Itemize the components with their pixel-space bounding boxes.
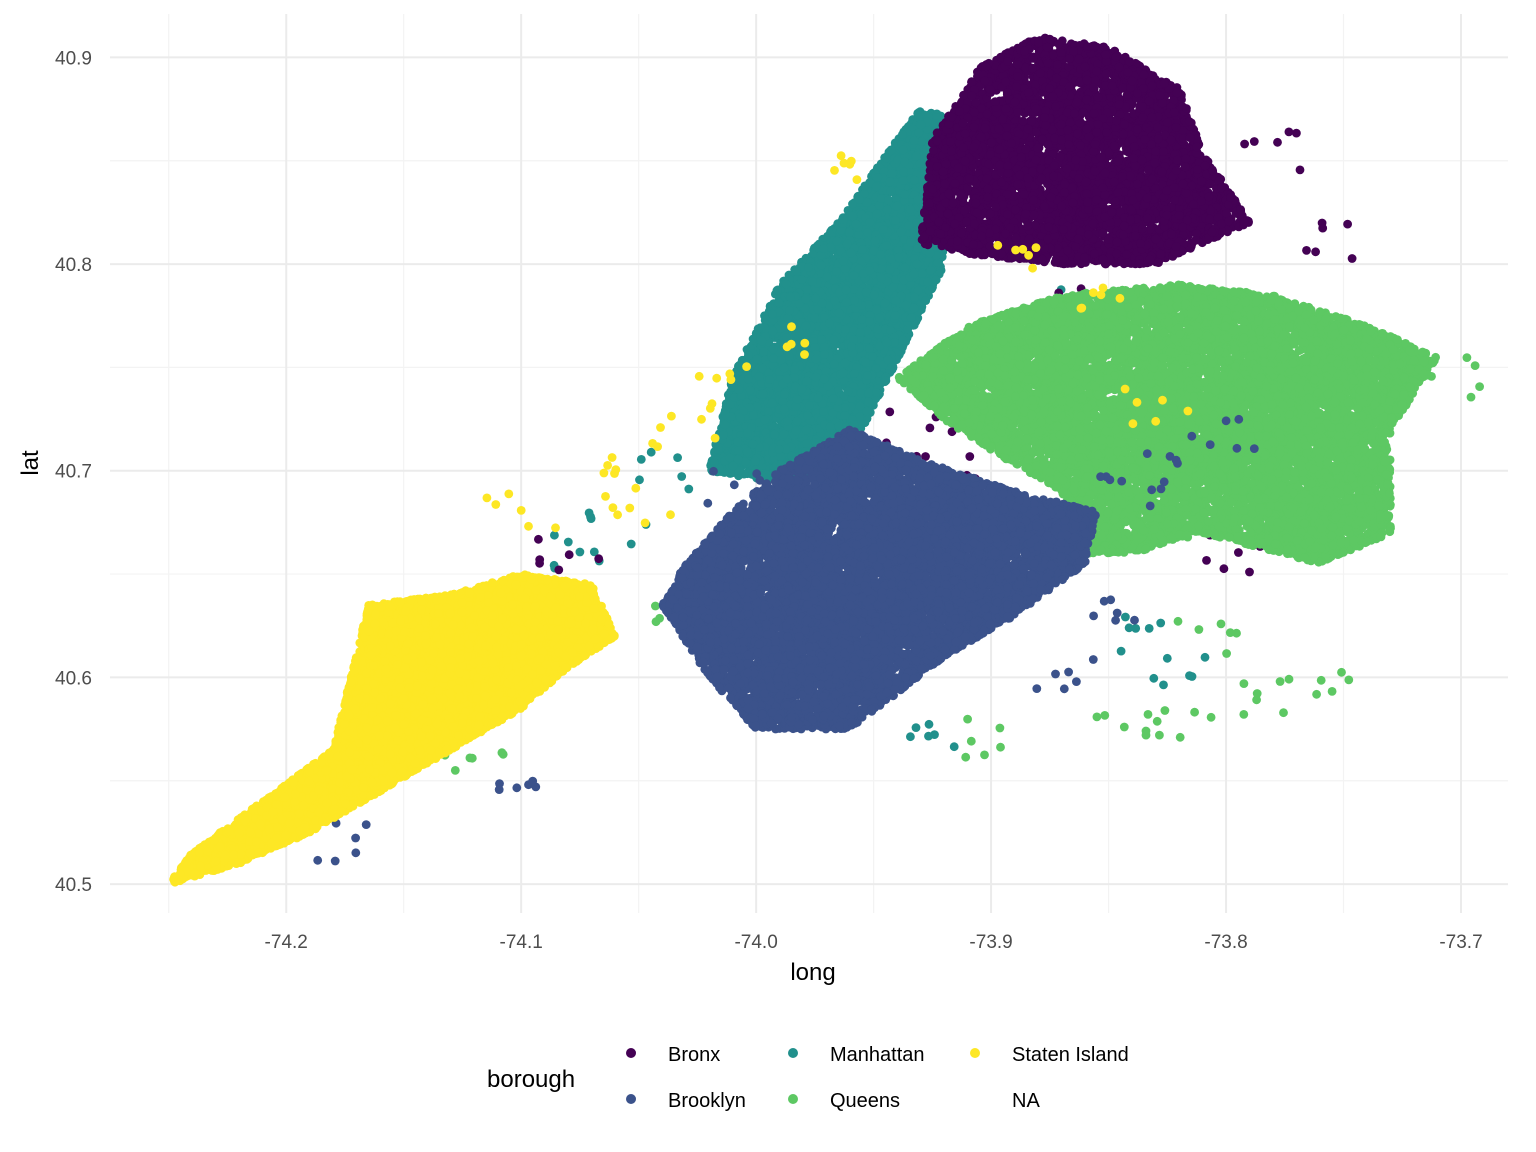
data-points — [169, 33, 1484, 887]
data-point — [773, 285, 783, 295]
